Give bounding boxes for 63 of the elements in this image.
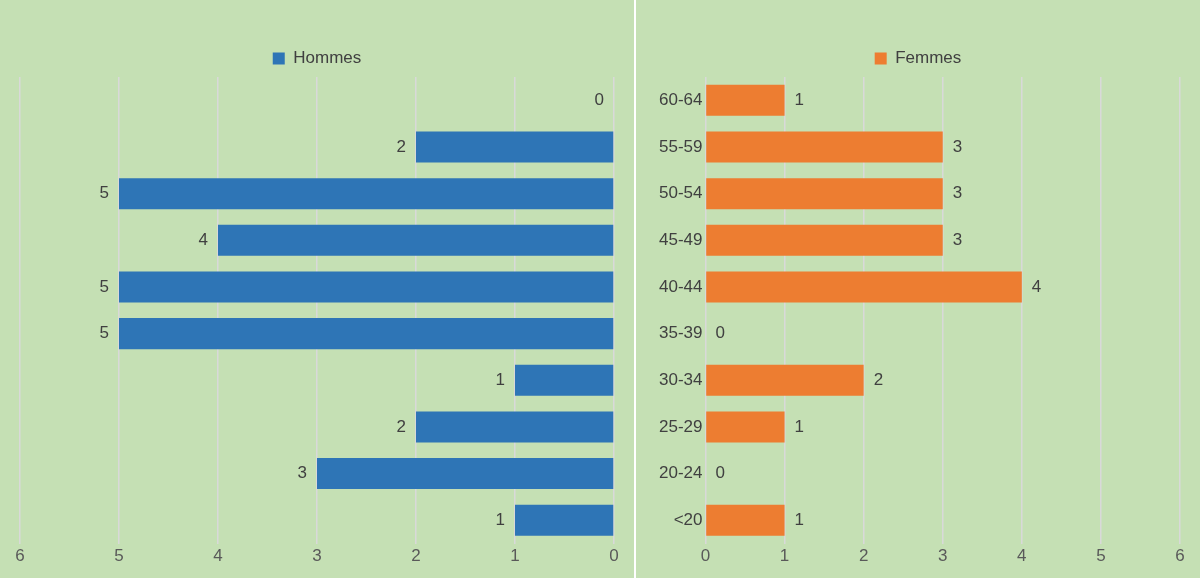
data-label: 1	[794, 90, 805, 110]
data-label: 3	[297, 463, 307, 483]
x-tick-label: 5	[1096, 546, 1106, 566]
y-tick-label: 60-64	[659, 90, 703, 110]
bar	[706, 411, 785, 443]
bar	[515, 364, 614, 396]
y-tick-label: 25-29	[659, 416, 703, 436]
y-tick-label: 35-39	[659, 323, 703, 343]
x-tick-label: 2	[411, 546, 421, 566]
data-label: 2	[396, 416, 406, 436]
bar	[119, 178, 614, 210]
bar	[706, 178, 943, 210]
bar	[416, 131, 614, 163]
data-label: 4	[1031, 276, 1042, 296]
y-tick-label: 30-34	[659, 369, 703, 389]
data-label: 2	[396, 136, 406, 156]
bar	[416, 411, 614, 443]
data-label: 5	[99, 183, 109, 203]
data-label: 5	[99, 276, 109, 296]
bar	[119, 271, 614, 303]
data-label: 3	[952, 230, 963, 249]
bar	[515, 504, 614, 536]
bar	[706, 84, 785, 116]
bar	[218, 224, 614, 256]
x-tick-label: 3	[938, 546, 948, 566]
data-label: 1	[794, 416, 805, 436]
bar	[706, 131, 943, 163]
data-label: 1	[794, 509, 805, 529]
data-label: 0	[594, 90, 604, 110]
data-label: 2	[873, 369, 884, 389]
x-tick-label: 6	[1175, 546, 1185, 566]
legend-label: Femmes	[895, 48, 962, 68]
bar	[706, 364, 864, 396]
data-label: 0	[715, 323, 725, 343]
x-tick-label: 4	[213, 546, 223, 566]
y-tick-label: 45-49	[659, 230, 703, 249]
y-tick-label: 20-24	[659, 463, 703, 483]
data-label: 0	[715, 463, 725, 483]
x-tick-label: 6	[15, 546, 25, 566]
x-tick-label: 0	[700, 546, 711, 566]
x-tick-label: 0	[609, 546, 619, 566]
data-label: 1	[495, 369, 505, 389]
data-label: 3	[952, 183, 963, 203]
x-tick-label: 4	[1017, 546, 1027, 566]
bar	[317, 458, 614, 490]
bar	[706, 504, 785, 536]
y-tick-label: 40-44	[659, 276, 703, 296]
data-label: 4	[198, 230, 208, 249]
bar	[706, 224, 943, 256]
x-tick-label: 1	[779, 546, 790, 566]
data-label: 5	[99, 323, 109, 343]
bar	[706, 271, 1022, 303]
y-tick-label: <20	[673, 509, 703, 529]
x-tick-label: 3	[312, 546, 322, 566]
data-label: 1	[495, 509, 505, 529]
legend-label: Hommes	[293, 48, 362, 68]
y-tick-label: 55-59	[659, 136, 703, 156]
y-tick-label: 50-54	[659, 183, 703, 203]
data-label: 3	[952, 136, 963, 156]
bar	[119, 318, 614, 350]
x-tick-label: 5	[114, 546, 124, 566]
x-tick-label: 1	[510, 546, 520, 566]
x-tick-label: 2	[858, 546, 869, 566]
